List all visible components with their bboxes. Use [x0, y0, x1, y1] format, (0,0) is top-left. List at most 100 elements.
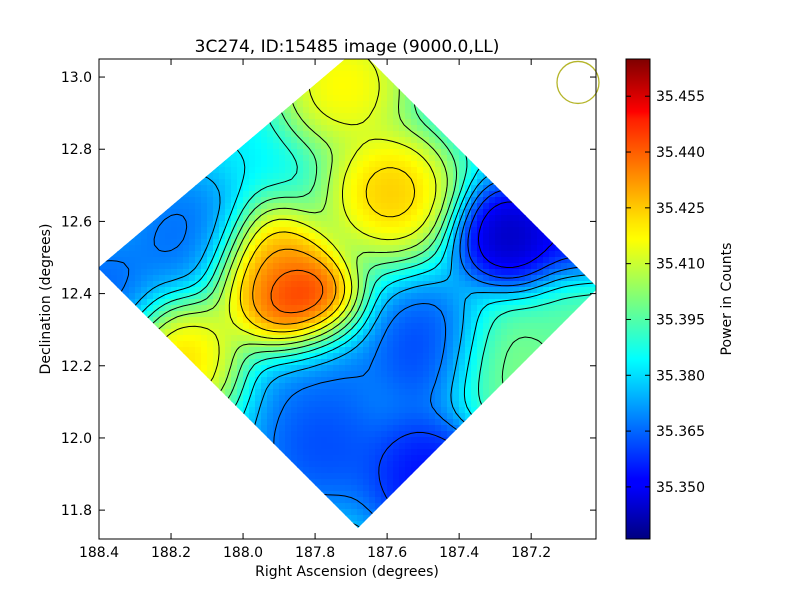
image-cell	[483, 359, 490, 366]
image-cell	[453, 245, 460, 252]
image-cell	[351, 269, 358, 276]
image-cell	[405, 233, 412, 240]
image-cell	[441, 209, 448, 216]
image-cell	[315, 125, 322, 132]
image-cell	[375, 149, 382, 156]
image-cell	[279, 323, 286, 330]
image-cell	[171, 239, 178, 246]
image-cell	[483, 245, 490, 252]
image-cell	[537, 305, 544, 312]
image-cell	[441, 167, 448, 174]
image-cell	[459, 221, 466, 228]
image-cell	[381, 245, 388, 252]
image-cell	[519, 353, 526, 360]
image-cell	[351, 413, 358, 420]
image-cell	[447, 305, 454, 312]
image-cell	[327, 251, 334, 258]
image-cell	[351, 287, 358, 294]
image-cell	[219, 257, 226, 264]
image-cell	[447, 245, 454, 252]
image-cell	[477, 383, 484, 390]
image-cell	[327, 263, 334, 270]
image-cell	[219, 203, 226, 210]
image-cell	[339, 215, 346, 222]
image-cell	[261, 233, 268, 240]
image-cell	[201, 323, 208, 330]
image-cell	[429, 191, 436, 198]
image-cell	[321, 185, 328, 192]
image-cell	[399, 209, 406, 216]
image-cell	[363, 245, 370, 252]
image-cell	[345, 413, 352, 420]
image-cell	[207, 221, 214, 228]
image-cell	[285, 311, 292, 318]
image-cell	[441, 305, 448, 312]
image-cell	[435, 407, 442, 414]
image-cell	[483, 371, 490, 378]
image-cell	[423, 413, 430, 420]
image-cell	[279, 203, 286, 210]
image-cell	[357, 323, 364, 330]
image-cell	[483, 395, 490, 402]
image-cell	[315, 329, 322, 336]
image-cell	[237, 395, 244, 402]
image-cell	[351, 221, 358, 228]
image-cell	[225, 281, 232, 288]
image-cell	[465, 323, 472, 330]
image-cell	[549, 317, 556, 324]
image-cell	[375, 227, 382, 234]
image-cell	[297, 389, 304, 396]
image-cell	[513, 311, 520, 318]
image-cell	[327, 341, 334, 348]
image-cell	[405, 167, 412, 174]
image-cell	[435, 227, 442, 234]
image-cell	[489, 347, 496, 354]
image-cell	[495, 233, 502, 240]
image-cell	[321, 89, 328, 96]
image-cell	[225, 179, 232, 186]
image-cell	[309, 101, 316, 108]
image-cell	[513, 347, 520, 354]
image-cell	[297, 215, 304, 222]
image-cell	[279, 149, 286, 156]
image-cell	[177, 269, 184, 276]
image-cell	[201, 359, 208, 366]
image-cell	[489, 365, 496, 372]
image-cell	[459, 275, 466, 282]
image-cell	[327, 119, 334, 126]
image-cell	[399, 293, 406, 300]
image-cell	[333, 173, 340, 180]
image-cell	[165, 239, 172, 246]
image-cell	[303, 329, 310, 336]
image-cell	[231, 329, 238, 336]
image-cell	[273, 395, 280, 402]
image-cell	[189, 293, 196, 300]
image-cell	[543, 287, 550, 294]
image-cell	[345, 263, 352, 270]
image-cell	[387, 143, 394, 150]
image-cell	[567, 311, 574, 318]
image-cell	[423, 137, 430, 144]
image-cell	[543, 305, 550, 312]
image-cell	[249, 395, 256, 402]
image-cell	[267, 203, 274, 210]
image-cell	[243, 149, 250, 156]
image-cell	[237, 269, 244, 276]
image-cell	[465, 155, 472, 162]
image-cell	[483, 311, 490, 318]
image-cell	[453, 251, 460, 258]
image-cell	[333, 89, 340, 96]
image-cell	[171, 311, 178, 318]
image-cell	[441, 311, 448, 318]
image-cell	[273, 323, 280, 330]
image-cell	[459, 317, 466, 324]
image-cell	[225, 347, 232, 354]
image-cell	[393, 323, 400, 330]
image-cell	[363, 263, 370, 270]
image-cell	[423, 329, 430, 336]
image-cell	[519, 209, 526, 216]
image-cell	[261, 239, 268, 246]
image-cell	[249, 305, 256, 312]
image-cell	[525, 245, 532, 252]
image-cell	[357, 221, 364, 228]
